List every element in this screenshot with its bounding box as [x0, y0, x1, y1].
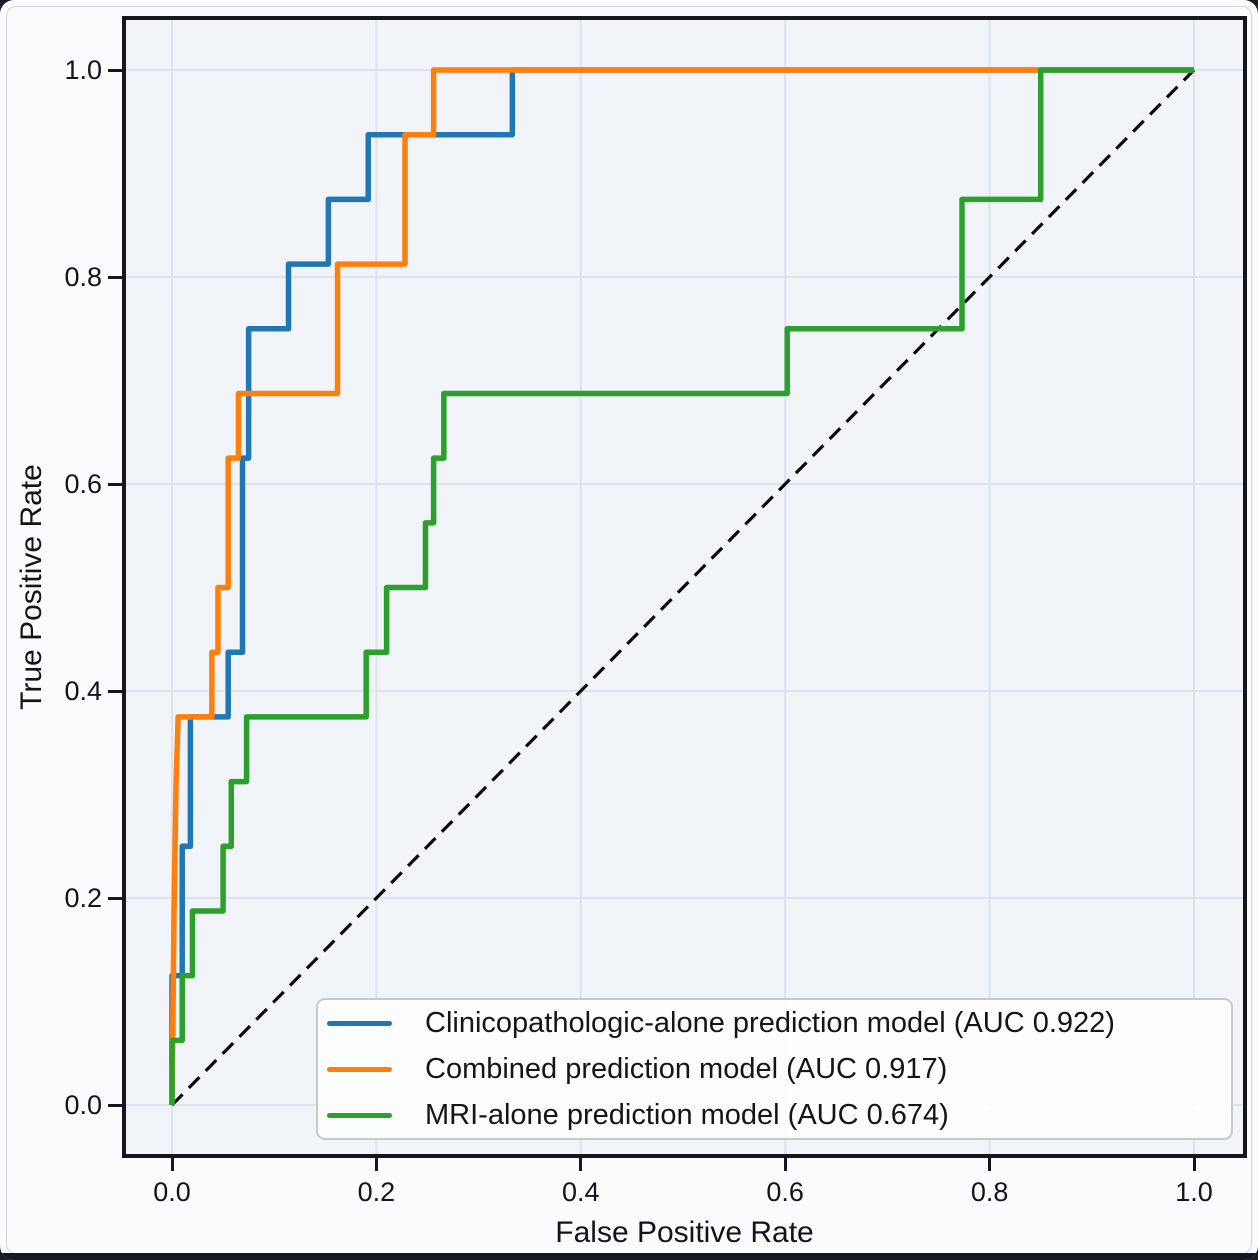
x-tick-mark [374, 1158, 378, 1171]
x-tick-label: 0.4 [562, 1177, 600, 1207]
y-tick-mark [108, 68, 122, 72]
roc-curve-mri [169, 67, 1194, 1105]
x-tick-label: 0.6 [766, 1177, 804, 1207]
plot-area [122, 16, 1247, 1158]
legend: Clinicopathologic-alone prediction model… [316, 998, 1233, 1140]
legend-swatch-combined [327, 1066, 392, 1072]
x-tick-label: 0.0 [153, 1177, 191, 1207]
y-tick-mark [108, 482, 122, 486]
x-tick-mark [1192, 1158, 1196, 1171]
x-tick-label: 0.8 [970, 1177, 1009, 1207]
y-tick-label: 0.8 [64, 262, 102, 292]
legend-swatch-mri [327, 1112, 392, 1118]
bottom-bar [0, 1253, 1258, 1260]
y-tick-mark [108, 689, 122, 693]
reference-diagonal [170, 68, 1196, 1107]
x-tick-mark [783, 1158, 787, 1171]
y-tick-label: 1.0 [64, 55, 102, 85]
legend-label-clinicopathologic: Clinicopathologic-alone prediction model… [425, 1006, 1115, 1039]
x-tick-label: 1.0 [1175, 1177, 1213, 1207]
y-axis-label: True Positive Rate [15, 464, 48, 710]
axes-spines [122, 16, 1247, 1158]
y-tick-mark [108, 896, 122, 900]
x-tick-mark [170, 1158, 174, 1171]
y-tick-label: 0.0 [64, 1090, 102, 1120]
x-tick-mark [579, 1158, 583, 1171]
roc-curve-combined [169, 67, 1194, 1106]
y-tick-label: 0.4 [64, 676, 102, 706]
x-axis-label: False Positive Rate [555, 1216, 814, 1249]
y-tick-mark [108, 1103, 122, 1107]
roc-curve-clinicopathologic [169, 67, 1194, 1105]
x-tick-label: 0.2 [357, 1177, 396, 1207]
x-tick-mark [988, 1158, 992, 1171]
legend-item-mri: MRI-alone prediction model (AUC 0.674) [327, 1097, 1231, 1133]
legend-label-mri: MRI-alone prediction model (AUC 0.674) [425, 1098, 949, 1131]
legend-label-combined: Combined prediction model (AUC 0.917) [425, 1052, 948, 1085]
legend-item-clinicopathologic: Clinicopathologic-alone prediction model… [327, 1005, 1231, 1041]
y-tick-label: 0.6 [64, 469, 102, 499]
legend-item-combined: Combined prediction model (AUC 0.917) [327, 1051, 1231, 1087]
legend-swatch-clinicopathologic [327, 1020, 392, 1026]
y-tick-label: 0.2 [64, 883, 102, 913]
y-tick-mark [108, 275, 122, 279]
plot-svg [122, 16, 1247, 1158]
